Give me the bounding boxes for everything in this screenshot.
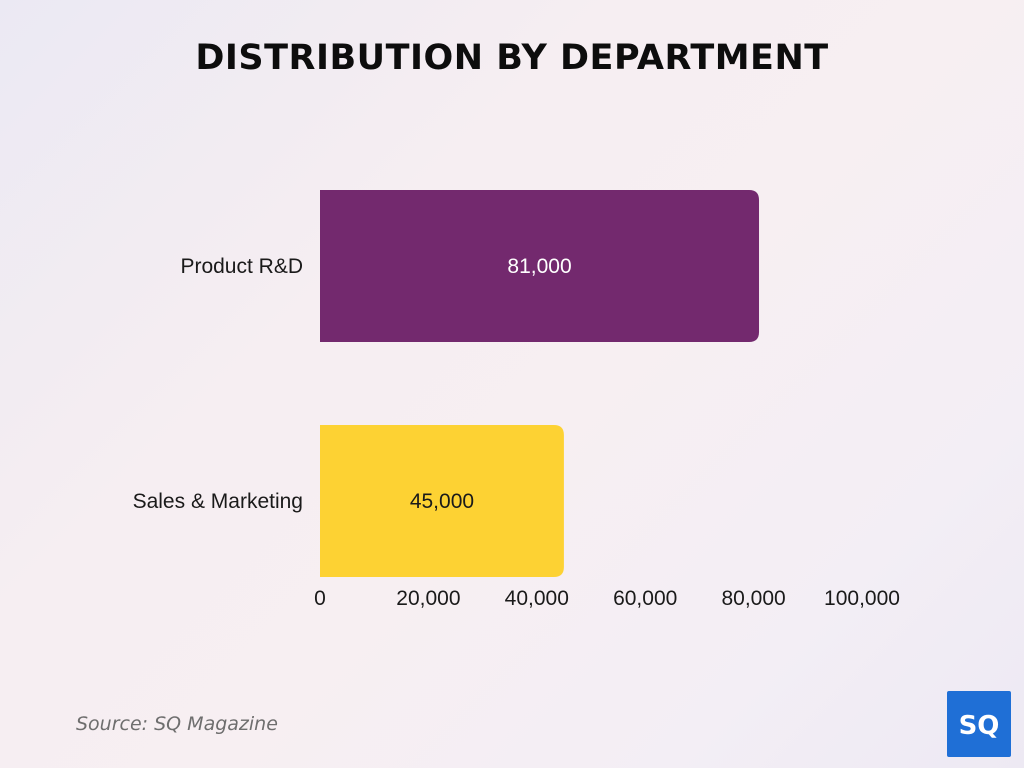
x-tick-label: 60,000 (613, 587, 677, 610)
source-note: Source: SQ Magazine (76, 713, 278, 735)
x-tick-label: 0 (314, 587, 326, 610)
bar-value-label: 81,000 (507, 255, 571, 278)
chart-title: DISTRIBUTION BY DEPARTMENT (195, 38, 829, 78)
category-label: Sales & Marketing (133, 490, 303, 513)
x-tick-label: 80,000 (721, 587, 785, 610)
x-tick-label: 100,000 (824, 587, 900, 610)
sq-logo: SQ (947, 691, 1011, 757)
sq-logo-text: SQ (959, 711, 1000, 741)
bar-value-label: 45,000 (410, 490, 474, 513)
category-label: Product R&D (180, 255, 303, 278)
x-tick-label: 20,000 (396, 587, 460, 610)
x-tick-label: 40,000 (505, 587, 569, 610)
bar-product-r-d (320, 190, 760, 342)
bar-sales-marketing (320, 425, 564, 577)
sq-logo-mark: SQ (959, 711, 1000, 741)
